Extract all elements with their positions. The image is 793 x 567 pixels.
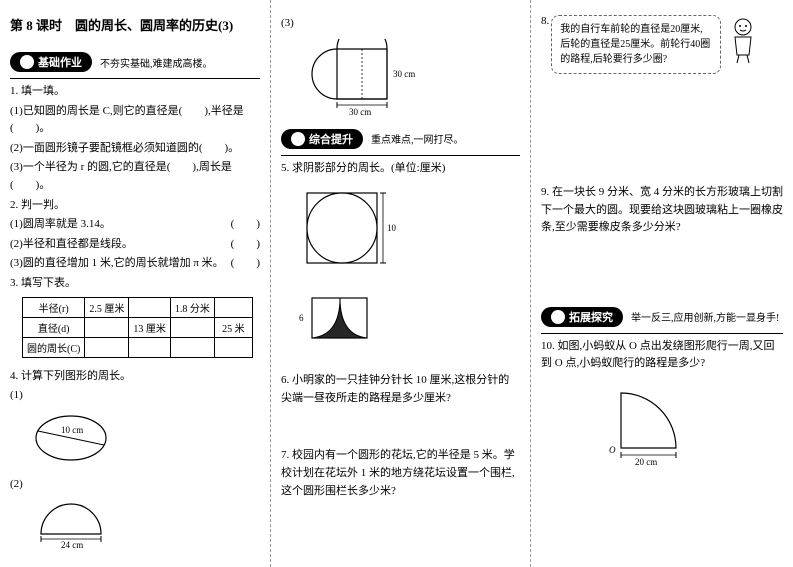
person-icon (725, 15, 761, 65)
q4-title: 4. 计算下列图形的周长。 (10, 368, 260, 386)
q2c: (3)圆的直径增加 1 米,它的周长就增加 π 米。( ) (10, 255, 260, 273)
q10: 10. 如图,小蚂蚁从 O 点出发绕图形爬行一周,又回到 O 点,小蚂蚁爬行的路… (541, 338, 783, 373)
q4-fig2: 24 cm (26, 499, 260, 549)
star-icon (291, 132, 305, 146)
q1b: (2)一面圆形镜子要配镜框必须知道圆的( )。 (10, 140, 260, 158)
badge-extend: 拓展探究 (541, 307, 623, 327)
q7: 7. 校园内有一个圆形的花坛,它的半径是 5 米。学校计划在花坛外 1 米的地方… (281, 447, 520, 500)
q1c: (3)一个半径为 r 的圆,它的直径是( ),周长是( )。 (10, 159, 260, 194)
column-left: 第 8 课时 圆的周长、圆周率的历史(3) 基础作业 不夯实基础,难建成高楼。 … (0, 0, 270, 567)
divider (10, 78, 260, 79)
q8-num: 8. (541, 15, 549, 27)
q2a: (1)圆周率就是 3.14。( ) (10, 216, 260, 234)
q4-fig2-label: 24 cm (61, 540, 83, 549)
q5-fig2: 6 (297, 293, 520, 348)
badge-extend-label: 拓展探究 (569, 309, 613, 325)
q5-fig1: 10 (297, 183, 520, 273)
badge-basic: 基础作业 (10, 52, 92, 72)
section-synth-header: 综合提升 重点难点,一网打尽。 (281, 129, 520, 149)
q8: 8. 我的自行车前轮的直径是20厘米,后轮的直径是25厘米。前轮行40圈的路程,… (541, 15, 783, 74)
q4-s1: (1) (10, 387, 260, 405)
q1a: (1)已知圆的周长是 C,则它的直径是( ),半径是( )。 (10, 103, 260, 138)
q6: 6. 小明家的一只挂钟分针长 10 厘米,这根分针的尖端一昼夜所走的路程是多少厘… (281, 372, 520, 407)
q8-bubble: 我的自行车前轮的直径是20厘米,后轮的直径是25厘米。前轮行40圈的路程,后轮要… (551, 15, 721, 74)
pencil-icon (20, 55, 34, 69)
q4-fig1: 10 cm (26, 411, 260, 466)
bulb-icon (551, 310, 565, 324)
q9: 9. 在一块长 9 分米、宽 4 分米的长方形玻璃上切割下一个最大的圆。现要给这… (541, 184, 783, 237)
q5-title: 5. 求阴影部分的周长。(单位:厘米) (281, 160, 520, 178)
badge-basic-label: 基础作业 (38, 54, 82, 70)
q3-table: 半径(r) 2.5 厘米 1.8 分米 直径(d) 13 厘米 25 米 圆的周… (22, 297, 253, 358)
subtitle-synth: 重点难点,一网打尽。 (371, 131, 464, 146)
divider (541, 333, 783, 334)
q2b: (2)半径和直径都是线段。( ) (10, 236, 260, 254)
q5-fig1-label: 10 (387, 223, 397, 233)
q10-o: O (609, 445, 616, 455)
column-middle: (3) 30 cm 30 cm 综合提升 重点难点,一网打尽。 5. 求阴影部分… (270, 0, 530, 567)
badge-synth: 综合提升 (281, 129, 363, 149)
column-right: 8. 我的自行车前轮的直径是20厘米,后轮的直径是25厘米。前轮行40圈的路程,… (530, 0, 793, 567)
divider (281, 155, 520, 156)
q4-s2: (2) (10, 476, 260, 494)
q10-fig: O 20 cm (601, 383, 783, 473)
q4-s3: (3) (281, 15, 520, 33)
subtitle-basic: 不夯实基础,难建成高楼。 (100, 55, 213, 70)
q3-title: 3. 填写下表。 (10, 275, 260, 293)
subtitle-extend: 举一反三,应用创新,方能一显身手! (631, 309, 779, 324)
badge-synth-label: 综合提升 (309, 131, 353, 147)
q10-label: 20 cm (635, 457, 657, 467)
section-basic-header: 基础作业 不夯实基础,难建成高楼。 (10, 52, 260, 72)
q4-fig3-label-a: 30 cm (393, 69, 415, 79)
page-title: 第 8 课时 圆的周长、圆周率的历史(3) (10, 15, 260, 34)
q2-title: 2. 判一判。 (10, 197, 260, 215)
q4-fig3: 30 cm 30 cm (297, 39, 520, 119)
q4-fig1-label: 10 cm (61, 425, 83, 435)
q5-fig2-label: 6 (299, 313, 304, 323)
q4-fig3-label-b: 30 cm (349, 107, 371, 117)
section-extend-header: 拓展探究 举一反三,应用创新,方能一显身手! (541, 307, 783, 327)
q1-title: 1. 填一填。 (10, 83, 260, 101)
